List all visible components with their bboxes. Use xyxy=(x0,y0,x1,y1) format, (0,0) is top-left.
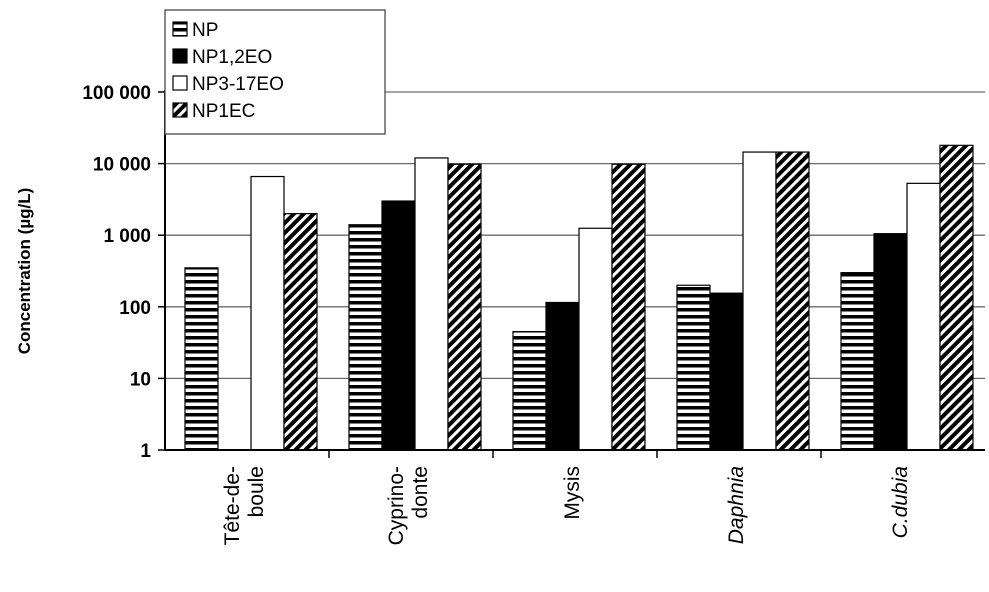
x-tick-label: Daphnia xyxy=(725,466,748,544)
y-tick-label: 10 xyxy=(130,369,151,390)
bar xyxy=(742,151,777,451)
y-tick-label: 10 000 xyxy=(93,155,151,176)
x-tick-label: Cyprino- xyxy=(385,466,408,545)
bar xyxy=(512,331,547,451)
axes: 1 10 100 1 000 10 000 100 000 Tête-de-boule Cyp… xyxy=(82,83,985,545)
legend-swatch xyxy=(172,21,188,37)
bar xyxy=(906,182,941,451)
bar xyxy=(283,213,318,451)
bar xyxy=(578,227,613,451)
x-tick-label: Mysis xyxy=(561,466,584,520)
bar xyxy=(348,224,383,451)
bar xyxy=(414,157,449,451)
legend-swatch xyxy=(172,75,188,91)
bar xyxy=(611,163,646,451)
bar xyxy=(676,284,711,451)
bar xyxy=(939,144,974,451)
bar xyxy=(873,233,908,451)
legend-label: NP1,2EO xyxy=(192,47,272,68)
y-tick-label: 100 xyxy=(119,298,151,319)
x-tick-label: donte xyxy=(409,466,432,519)
y-axis-label: Concentration (µg/L) xyxy=(15,188,34,355)
bar xyxy=(250,175,285,451)
x-tick-label: C.dubia xyxy=(889,466,912,538)
bar xyxy=(775,151,810,451)
bar xyxy=(545,301,580,451)
legend-swatch xyxy=(172,48,188,64)
legend-label: NP1EC xyxy=(192,101,255,122)
bar xyxy=(709,292,744,451)
legend-swatch xyxy=(172,102,188,118)
y-tick-label: 100 000 xyxy=(82,83,151,104)
bar xyxy=(447,163,482,451)
legend: NP NP1,2EO NP3-17EO NP1EC xyxy=(164,9,386,135)
bars xyxy=(184,144,974,451)
y-tick-label: 1 000 xyxy=(103,226,151,247)
legend-label: NP3-17EO xyxy=(192,74,284,95)
x-tick-label: Tête-de- xyxy=(221,466,244,545)
bar xyxy=(184,267,219,451)
x-tick-label: boule xyxy=(245,466,268,517)
bar xyxy=(840,272,875,451)
y-tick-label: 1 xyxy=(140,441,151,462)
bar xyxy=(381,200,416,451)
legend-box xyxy=(164,9,386,135)
legend-label: NP xyxy=(192,20,218,41)
